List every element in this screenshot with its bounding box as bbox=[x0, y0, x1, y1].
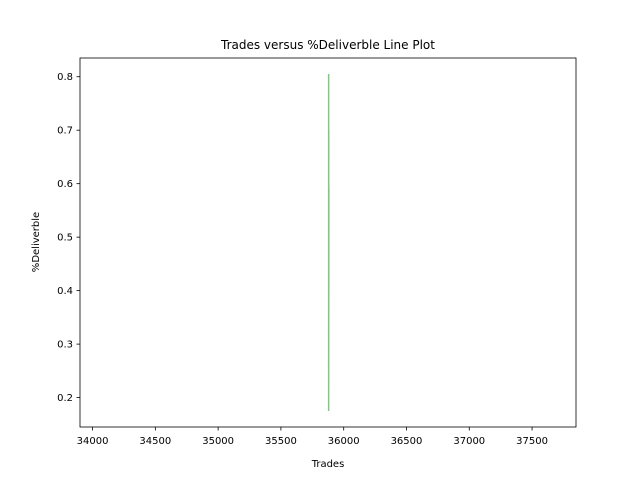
x-tick-label: 34000 bbox=[77, 436, 109, 447]
y-tick-label: 0.5 bbox=[57, 233, 73, 244]
x-tick-label: 35500 bbox=[265, 436, 297, 447]
y-axis: 0.2 0.3 0.4 0.5 0.6 0.7 0.8 bbox=[57, 72, 80, 404]
y-tick-label: 0.7 bbox=[57, 126, 73, 137]
x-tick-label: 37000 bbox=[453, 436, 485, 447]
y-tick-label: 0.2 bbox=[57, 393, 73, 404]
plot-frame bbox=[79, 57, 577, 428]
x-tick-label: 37500 bbox=[516, 436, 548, 447]
x-tick-label: 35000 bbox=[202, 436, 234, 447]
x-axis-label: Trades bbox=[311, 459, 345, 470]
y-tick-label: 0.4 bbox=[57, 286, 73, 297]
y-tick-label: 0.8 bbox=[57, 72, 73, 83]
y-tick-label: 0.6 bbox=[57, 179, 73, 190]
x-tick-label: 36500 bbox=[391, 436, 423, 447]
y-tick-label: 0.3 bbox=[57, 340, 73, 351]
y-axis-label: %Deliverble bbox=[31, 212, 42, 272]
x-tick-label: 34500 bbox=[139, 436, 171, 447]
x-axis: 34000 34500 35000 35500 36000 36500 37000 37500 bbox=[77, 427, 548, 447]
x-tick-label: 36000 bbox=[328, 436, 360, 447]
chart-title: Trades versus %Deliverble Line Plot bbox=[220, 38, 435, 52]
